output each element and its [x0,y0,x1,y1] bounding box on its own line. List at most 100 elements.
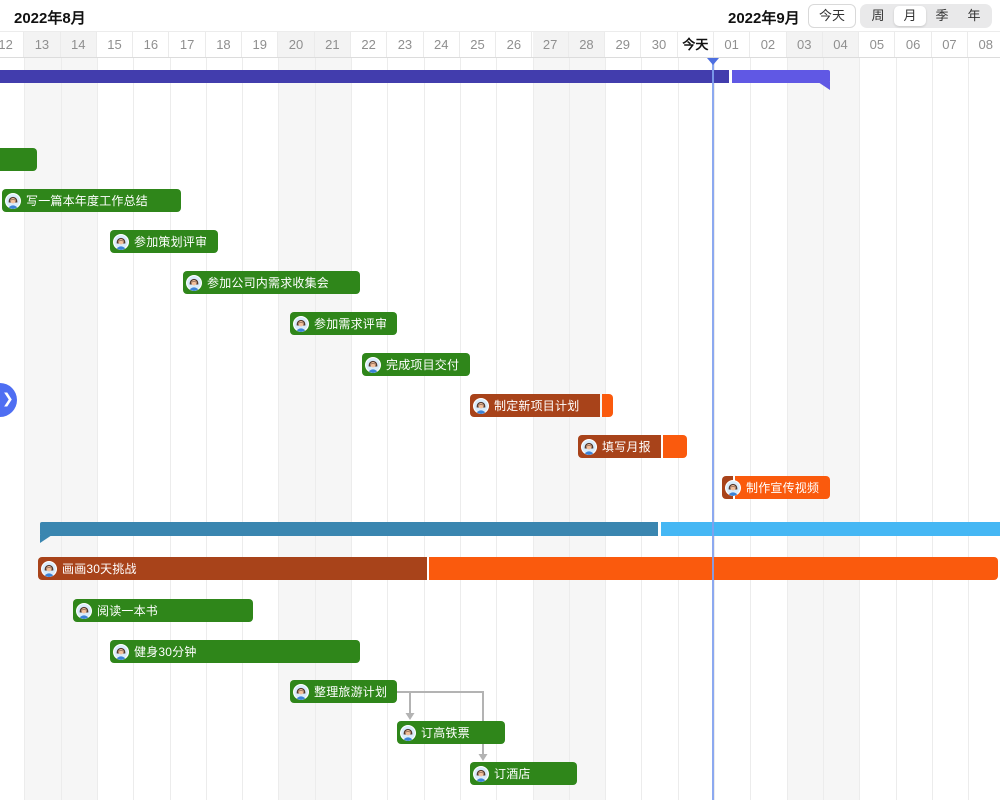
date-cell-05: 05 [859,32,896,57]
task-label: 参加公司内需求收集会 [207,276,330,290]
task-bar-content: 完成项目交付 [365,353,459,376]
task-label: 画画30天挑战 [62,562,137,576]
task-bar-content: 订酒店 [473,762,531,785]
task-bar-content: 画画30天挑战 [41,557,137,580]
task-label: 写一篇本年度工作总结 [26,194,149,208]
date-cell-23: 23 [387,32,424,57]
summary-bar-personal[interactable] [40,522,1000,536]
task-bar-整理旅游计划[interactable]: 整理旅游计划 [290,680,397,703]
task-bar-partial[interactable] [0,148,37,171]
task-completed-segment [38,557,427,580]
task-bar-参加公司内需求收集会[interactable]: 参加公司内需求收集会 [183,271,360,294]
task-label: 整理旅游计划 [314,685,388,699]
task-label: 完成项目交付 [386,358,460,372]
date-cell-30: 30 [641,32,678,57]
task-bar-健身30分钟[interactable]: 健身30分钟 [110,640,360,663]
gridline [24,58,26,800]
view-option-月[interactable]: 月 [894,6,926,26]
task-bar-画画30天挑战[interactable]: 画画30天挑战 [38,557,998,580]
task-bar-content: 整理旅游计划 [293,680,387,703]
view-option-季[interactable]: 季 [935,8,949,23]
task-bar-content: 参加策划评审 [113,230,207,253]
date-cell-13: 13 [24,32,61,57]
task-bar-content: 制定新项目计划 [473,394,579,417]
assignee-avatar [473,397,489,414]
dependency-line [397,691,411,713]
task-label: 制作宣传视频 [746,481,820,495]
assignee-avatar [186,274,202,291]
gridline [60,58,62,800]
date-cell-20: 20 [278,32,315,57]
gridline [96,58,98,800]
gridline [786,58,788,800]
task-bar-订高铁票[interactable]: 订高铁票 [397,721,505,744]
task-label: 订高铁票 [421,726,470,740]
month-label-right: 2022年9月 [728,10,800,27]
gridline [242,58,244,800]
task-bar-填写月报[interactable]: 填写月报 [578,435,687,458]
view-option-周[interactable]: 周 [871,8,885,23]
task-label: 健身30分钟 [134,645,197,659]
date-cell-08: 08 [968,32,1000,57]
gridline [423,58,425,800]
task-bar-参加需求评审[interactable]: 参加需求评审 [290,312,397,335]
expand-panel-button[interactable]: ❯ [0,383,17,417]
date-cell-02: 02 [750,32,787,57]
summary-remaining-segment [661,522,1000,536]
task-bar-制作宣传视频[interactable]: 制作宣传视频 [722,476,830,499]
gridline [314,58,316,800]
date-cell-01: 01 [714,32,751,57]
summary-bar-work-project[interactable] [0,70,830,83]
date-cell-28: 28 [568,32,606,57]
today-line [712,58,714,800]
task-label: 订酒店 [494,767,531,781]
assignee-avatar [400,724,416,741]
today-button[interactable]: 今天 [808,4,857,28]
gridline [387,58,389,800]
header-bar: 2022年8月 2022年9月 今天 周月季 年 [0,0,1000,32]
gridline [605,58,607,800]
task-bar-content: 参加需求评审 [293,312,387,335]
task-remaining-segment [735,476,830,499]
date-cell-07: 07 [931,32,969,57]
date-cell-14: 14 [60,32,97,57]
gridline [859,58,861,800]
task-label: 参加策划评审 [134,235,208,249]
date-cell-22: 22 [351,32,388,57]
task-label: 填写月报 [602,440,651,454]
gridline [677,58,679,800]
assignee-avatar [113,233,129,250]
date-cell-06: 06 [895,32,932,57]
date-cell-今天: 今天 [677,32,714,57]
summary-bar-tail [40,535,52,543]
task-bar-阅读一本书[interactable]: 阅读一本书 [73,599,253,622]
date-cell-19: 19 [242,32,279,57]
summary-completed-segment [40,522,658,536]
task-bar-content: 参加公司内需求收集会 [186,271,329,294]
view-switcher: 周月季 年 [860,4,992,28]
task-bar-参加策划评审[interactable]: 参加策划评审 [110,230,218,253]
view-option-年[interactable]: 年 [967,8,981,23]
task-bar-完成项目交付[interactable]: 完成项目交付 [362,353,470,376]
dependency-arrowhead [478,754,488,761]
assignee-avatar [293,683,309,700]
date-cell-12: 12 [0,32,25,57]
task-bar-写一篇本年度工作总结[interactable]: 写一篇本年度工作总结 [2,189,181,212]
assignee-avatar [5,192,21,209]
date-cell-17: 17 [169,32,206,57]
assignee-avatar [76,602,92,619]
gridline [641,58,643,800]
summary-bar-tail [818,82,830,90]
date-header-row: 12131415161718192021222324252627282930今天… [0,32,1000,58]
gridline [750,58,752,800]
assignee-avatar [365,356,381,373]
gridline [459,58,461,800]
gridline [895,58,897,800]
gantt-chart-area: 写一篇本年度工作总结参加策划评审参加公司内需求收集会参加需求评审完成项目交付制定… [0,58,1000,800]
date-cell-04: 04 [822,32,860,57]
task-bar-订酒店[interactable]: 订酒店 [470,762,577,785]
task-bar-制定新项目计划[interactable]: 制定新项目计划 [470,394,613,417]
gridline [822,58,824,800]
task-label: 参加需求评审 [314,317,388,331]
date-cell-03: 03 [786,32,823,57]
